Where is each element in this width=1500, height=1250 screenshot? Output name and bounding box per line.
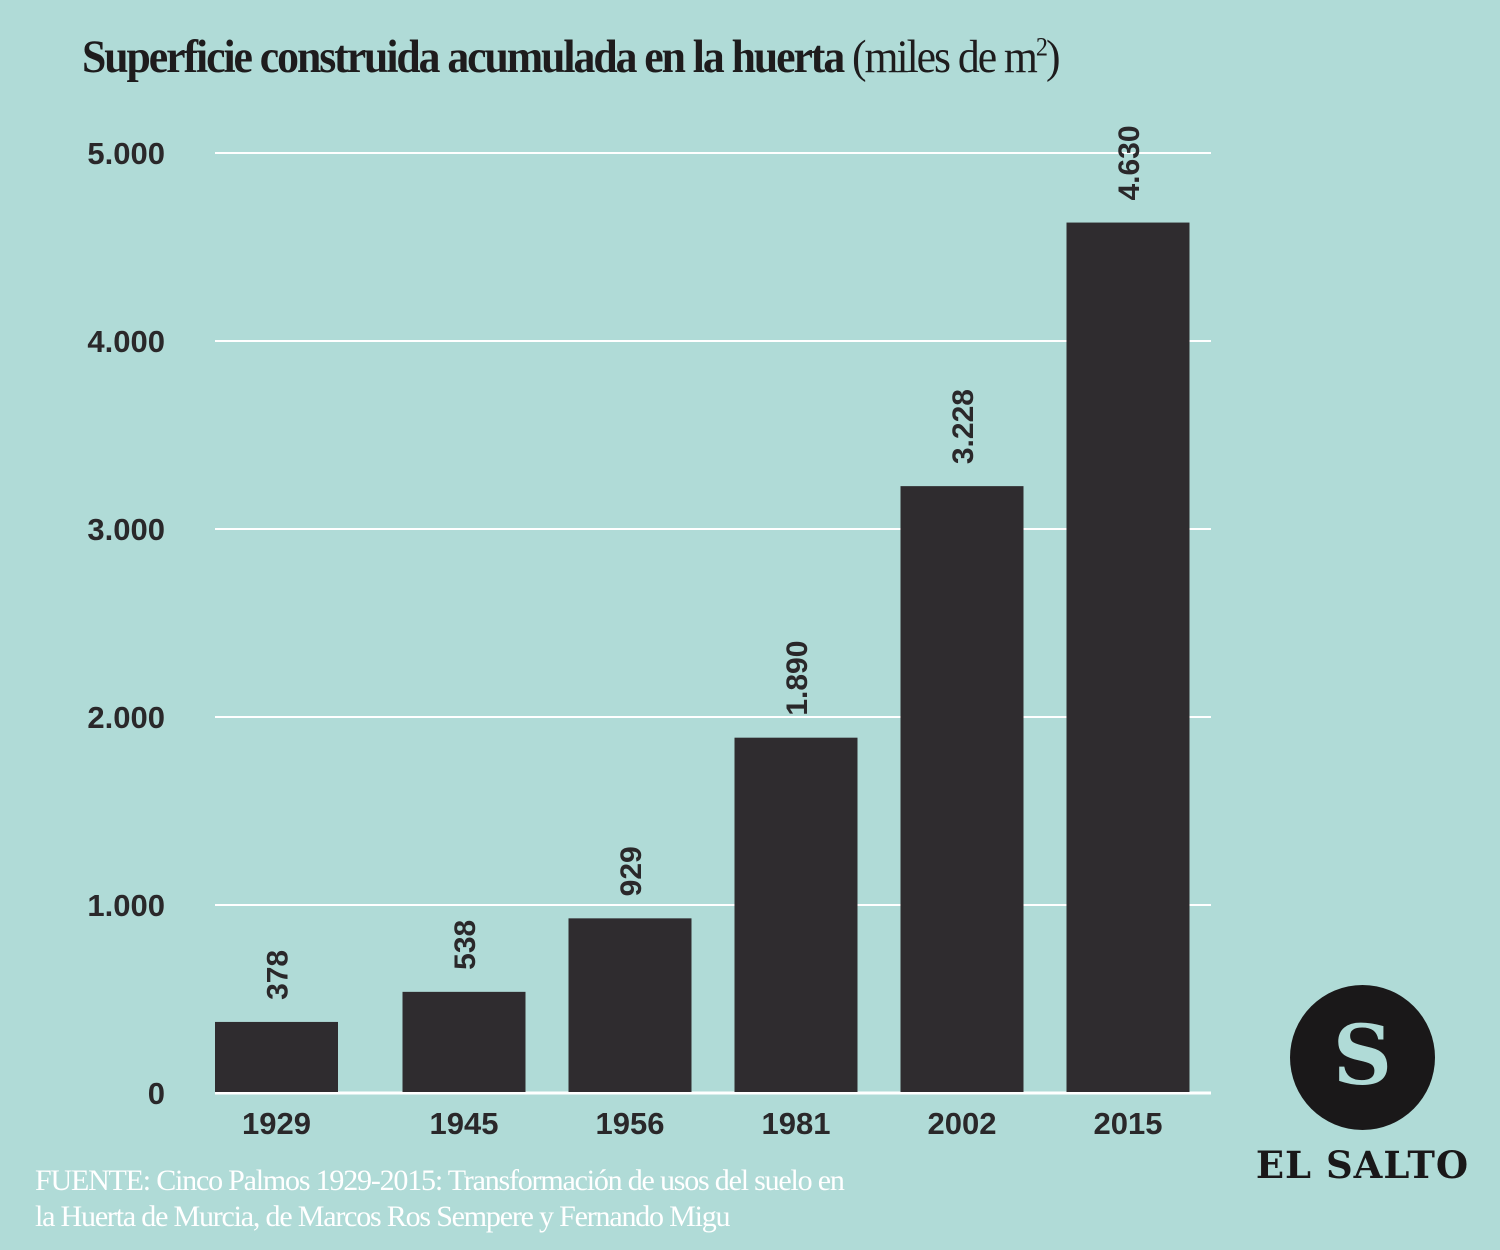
y-tick-label: 5.000	[87, 136, 165, 171]
value-label: 3.228	[947, 389, 980, 464]
y-axis-ticks: 0 1.000 2.000 3.000 4.000 5.000	[87, 136, 165, 1111]
y-tick-label: 0	[148, 1076, 165, 1111]
chart-title: Superficie construida acumulada en la hu…	[82, 30, 1061, 84]
bar	[568, 918, 692, 1092]
bar	[215, 1021, 338, 1092]
x-tick-label: 2002	[928, 1106, 997, 1141]
bars	[215, 222, 1190, 1092]
x-tick-label: 2015	[1094, 1106, 1163, 1141]
bar	[402, 991, 526, 1092]
y-tick-label: 4.000	[87, 324, 165, 359]
bar	[1066, 222, 1190, 1092]
x-tick-label: 1956	[596, 1106, 665, 1141]
chart-title-main: Superficie construida acumulada en la hu…	[82, 31, 845, 83]
x-tick-label: 1929	[242, 1106, 311, 1141]
x-tick-label: 1945	[430, 1106, 499, 1141]
unit-superscript: 2	[1035, 32, 1048, 62]
x-axis-ticks: 1929 1945 1956 1981 2002 2015	[242, 1106, 1162, 1141]
value-label: 929	[615, 846, 648, 896]
source-note: FUENTE: Cinco Palmos 1929-2015: Transfor…	[35, 1163, 1035, 1235]
y-tick-label: 3.000	[87, 512, 165, 547]
y-tick-label: 1.000	[87, 888, 165, 923]
gridlines	[215, 152, 1211, 1095]
logo-wordmark: EL SALTO	[1255, 1143, 1470, 1187]
value-labels: 378 538 929 1.890 3.228 4.630	[262, 125, 1147, 999]
el-salto-logo: S EL SALTO	[1255, 985, 1470, 1195]
value-label: 4.630	[1113, 125, 1146, 200]
bar	[734, 737, 858, 1092]
unit-suffix: )	[1045, 31, 1061, 83]
source-line-2: la Huerta de Murcia, de Marcos Ros Sempe…	[35, 1200, 731, 1233]
value-label: 1.890	[781, 641, 814, 716]
logo-circle-icon: S	[1290, 985, 1435, 1130]
chart-title-unit: (miles de m2)	[852, 31, 1061, 83]
value-label: 378	[262, 950, 295, 1000]
logo-letter: S	[1332, 1007, 1393, 1104]
bar	[900, 486, 1024, 1092]
y-tick-label: 2.000	[87, 700, 165, 735]
source-line-1: FUENTE: Cinco Palmos 1929-2015: Transfor…	[35, 1164, 845, 1197]
value-label: 538	[449, 920, 482, 970]
x-tick-label: 1981	[762, 1106, 831, 1141]
unit-prefix: (miles de m	[852, 31, 1038, 83]
